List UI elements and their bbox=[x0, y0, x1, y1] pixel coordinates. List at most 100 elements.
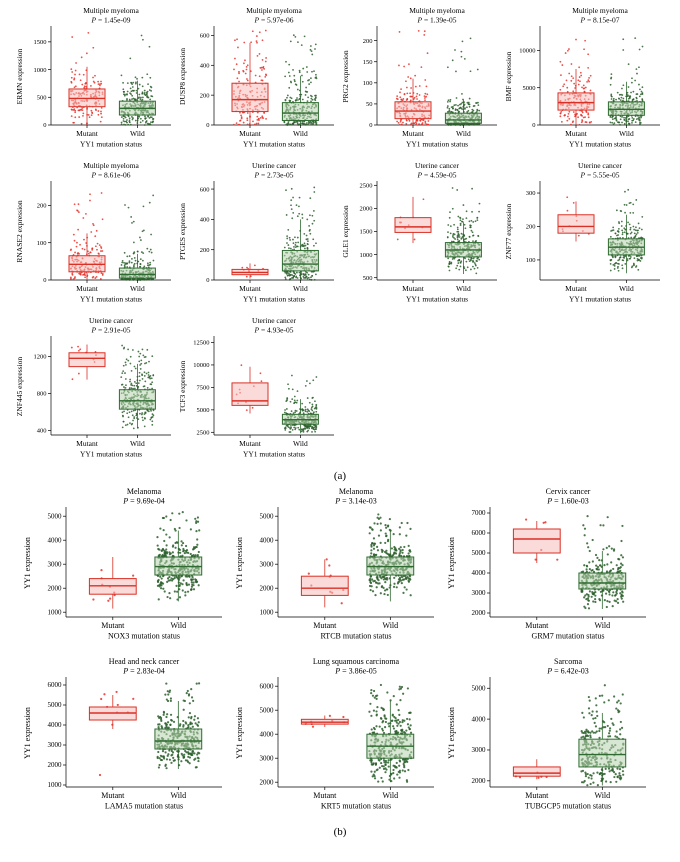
y-axis-ticks: 0 100 200 bbox=[37, 203, 51, 284]
svg-text:Melanoma: Melanoma bbox=[127, 487, 162, 496]
svg-text:10000: 10000 bbox=[519, 48, 535, 55]
y-axis-ticks: 400 800 1200 bbox=[34, 354, 51, 435]
mutant-box bbox=[231, 382, 269, 406]
svg-text:1500: 1500 bbox=[360, 229, 373, 236]
wild-group bbox=[154, 682, 203, 790]
x-axis-label: YY1 mutation status bbox=[80, 140, 142, 149]
x-category-label: Mutant bbox=[239, 284, 262, 293]
x-category-label: Wild bbox=[594, 791, 610, 800]
mutant-group bbox=[88, 690, 137, 790]
boxplot-yy1-grm7: Cervix cancer P = 1.60e-03 2000 3000 4000 500… bbox=[446, 485, 658, 655]
svg-text:600: 600 bbox=[200, 33, 210, 40]
svg-text:4000: 4000 bbox=[260, 536, 275, 544]
svg-text:200: 200 bbox=[363, 38, 373, 45]
svg-text:100: 100 bbox=[37, 240, 47, 247]
svg-text:2000: 2000 bbox=[48, 584, 63, 592]
x-axis-label: YY1 mutation status bbox=[406, 140, 468, 149]
svg-text:Multiple myeloma: Multiple myeloma bbox=[83, 6, 139, 15]
boxplot-yy1-krt5: Lung squamous carcinoma P = 3.86e-05 2000 3… bbox=[234, 655, 446, 825]
mutant-group bbox=[231, 263, 269, 283]
svg-text:0: 0 bbox=[369, 122, 372, 129]
svg-text:Uterine cancer: Uterine cancer bbox=[252, 316, 296, 325]
mutant-group bbox=[557, 196, 595, 283]
x-category-label: Wild bbox=[130, 284, 145, 293]
y-axis-ticks: 0 500 1000 1500 bbox=[34, 39, 51, 129]
mutant-group bbox=[88, 557, 137, 620]
y-axis-label: YY1 expression bbox=[235, 707, 244, 759]
svg-text:600: 600 bbox=[200, 186, 210, 193]
y-axis-label: YY1 expression bbox=[447, 707, 456, 759]
boxplot-ermn-yy1: Multiple myeloma P = 1.45e-09 0 500 1000 1500… bbox=[14, 4, 177, 159]
y-axis-label: GLE1 expression bbox=[341, 205, 350, 258]
wild-group bbox=[444, 187, 482, 283]
svg-text:1000: 1000 bbox=[34, 67, 47, 74]
x-category-label: Mutant bbox=[402, 284, 425, 293]
svg-text:0: 0 bbox=[206, 277, 209, 284]
panel-a: Multiple myeloma P = 1.45e-09 0 500 1000 1500… bbox=[0, 4, 680, 485]
axes bbox=[277, 677, 434, 788]
mutant-box bbox=[512, 528, 561, 554]
svg-text:Melanoma: Melanoma bbox=[339, 487, 374, 496]
y-axis-label: YY1 expression bbox=[23, 537, 32, 589]
wild-points bbox=[446, 37, 481, 126]
wild-group bbox=[118, 34, 156, 128]
wild-group bbox=[154, 511, 203, 620]
wild-box bbox=[281, 102, 319, 122]
y-axis-label: PTGES expression bbox=[178, 203, 187, 260]
x-category-label: Mutant bbox=[402, 129, 425, 138]
y-axis-label: ZNF445 expression bbox=[15, 357, 24, 417]
x-category-label: Wild bbox=[456, 284, 471, 293]
svg-text:Multiple myeloma: Multiple myeloma bbox=[246, 6, 302, 15]
svg-text:200: 200 bbox=[200, 92, 210, 99]
mutant-box bbox=[557, 214, 595, 234]
panel-b: Melanoma P = 9.69e-04 1000 2000 3000 4000 5000… bbox=[0, 485, 680, 841]
svg-text:5000: 5000 bbox=[260, 512, 275, 520]
svg-text:Uterine cancer: Uterine cancer bbox=[89, 316, 133, 325]
svg-text:5000: 5000 bbox=[197, 407, 210, 414]
mutant-group bbox=[231, 29, 269, 128]
svg-text:800: 800 bbox=[37, 391, 47, 398]
panel-b-label: (b) bbox=[333, 826, 347, 838]
svg-text:Uterine cancer: Uterine cancer bbox=[415, 161, 459, 170]
axes bbox=[277, 507, 434, 618]
svg-text:500: 500 bbox=[37, 94, 47, 101]
svg-text:1200: 1200 bbox=[34, 354, 47, 361]
wild-group bbox=[366, 513, 415, 620]
svg-text:5000: 5000 bbox=[48, 512, 63, 520]
mutant-group bbox=[300, 714, 349, 790]
svg-text:4000: 4000 bbox=[472, 569, 487, 577]
axes bbox=[50, 336, 171, 436]
mutant-box bbox=[512, 766, 561, 777]
svg-text:1000: 1000 bbox=[260, 608, 275, 616]
svg-text:100: 100 bbox=[526, 257, 536, 264]
mutant-group bbox=[394, 29, 432, 128]
y-axis-label: DUSP8 expression bbox=[178, 48, 187, 105]
svg-text:Uterine cancer: Uterine cancer bbox=[578, 161, 622, 170]
mutant-group bbox=[394, 196, 432, 283]
x-category-label: Wild bbox=[382, 791, 398, 800]
figure: Multiple myeloma P = 1.45e-09 0 500 1000 1500… bbox=[0, 4, 680, 841]
x-category-label: Mutant bbox=[76, 439, 99, 448]
x-axis-label: YY1 mutation status bbox=[569, 295, 631, 304]
svg-text:Uterine cancer: Uterine cancer bbox=[252, 161, 296, 170]
svg-text:Multiple myeloma: Multiple myeloma bbox=[572, 6, 628, 15]
mutant-box bbox=[394, 101, 432, 120]
mutant-box bbox=[300, 575, 349, 596]
x-category-label: Mutant bbox=[565, 129, 588, 138]
x-axis-label: YY1 mutation status bbox=[80, 295, 142, 304]
svg-text:200: 200 bbox=[200, 247, 210, 254]
x-category-label: Wild bbox=[170, 791, 186, 800]
